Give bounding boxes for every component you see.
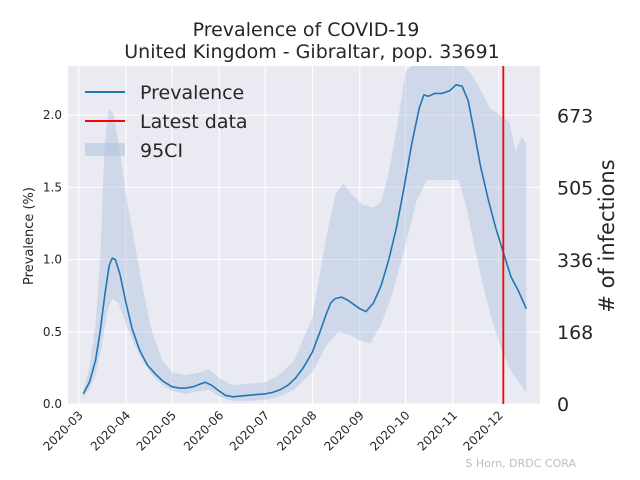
- prevalence-line: [82, 84, 528, 398]
- y-right-tick-label: 168: [557, 322, 593, 344]
- y-axis-label-left: Prevalence (%): [22, 187, 37, 285]
- plot-area: [68, 66, 540, 404]
- y-right-tick-label: 336: [557, 250, 593, 272]
- credit-text: S Horn, DRDC CORA: [465, 457, 576, 470]
- y-axis-label-right: # of infections: [595, 159, 619, 312]
- legend-label-prevalence: Prevalence: [140, 82, 244, 104]
- legend-label-latest-data: Latest data: [140, 111, 248, 133]
- y-tick-label: 0.5: [43, 325, 62, 339]
- y-tick-label: 1.0: [43, 253, 62, 267]
- legend: Prevalence Latest data 95CI: [85, 82, 248, 162]
- y-right-tick-label: 0: [557, 394, 569, 416]
- y-right-tick-label: 505: [557, 177, 593, 199]
- legend-label-95ci: 95CI: [140, 140, 183, 162]
- y-axis-left: 0.0 0.5 1.0 1.5 2.0: [43, 108, 62, 411]
- y-tick-label: 0.0: [43, 397, 62, 411]
- y-tick-label: 2.0: [43, 108, 62, 122]
- legend-swatch-95ci: [85, 143, 125, 156]
- y-axis-right: 0 168 336 505 673: [557, 105, 593, 416]
- y-tick-label: 1.5: [43, 180, 62, 194]
- ci95-band: [83, 66, 527, 402]
- chart-title-line2: United Kingdom - Gibraltar, pop. 33691: [124, 41, 499, 63]
- y-right-tick-label: 673: [557, 105, 593, 127]
- chart-title-line1: Prevalence of COVID-19: [193, 19, 420, 41]
- gridlines: [68, 66, 540, 405]
